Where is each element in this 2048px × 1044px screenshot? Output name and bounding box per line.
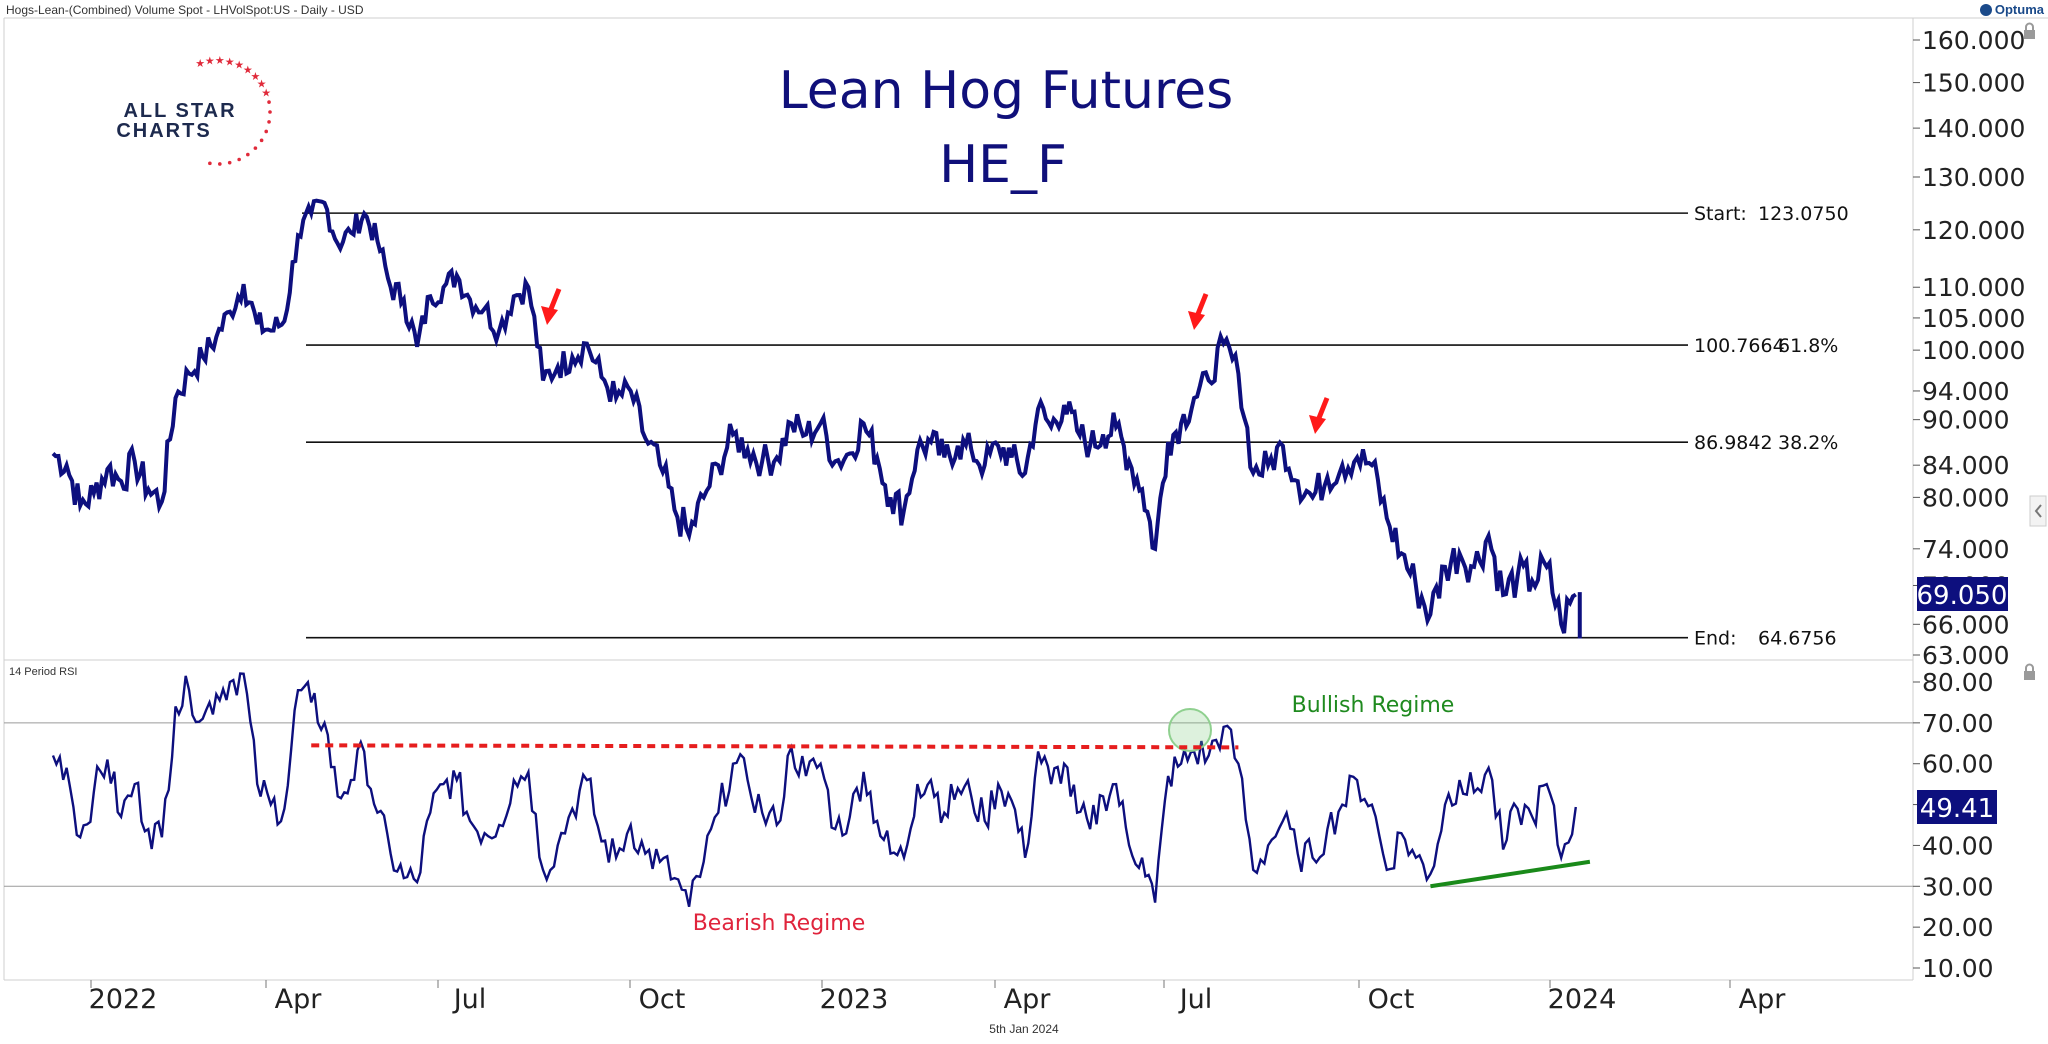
time-tick-label: Apr: [275, 984, 323, 1015]
rsi-resistance-line: [311, 743, 1239, 750]
logo-dot: [218, 162, 222, 166]
rsi-tick-label: 20.00: [1922, 913, 1994, 942]
price-tick-label: 94.000: [1922, 377, 2009, 406]
logo-star: ★: [234, 59, 244, 71]
price-tick-label: 66.000: [1922, 610, 2009, 639]
panel-frames: [3, 17, 2048, 981]
chart-title: Lean Hog Futures: [779, 61, 1234, 121]
fib-level-percent: 61.8%: [1778, 335, 1838, 357]
time-tick-label: 2023: [820, 984, 889, 1015]
logo-dot: [227, 160, 232, 165]
logo-line1: ALL STAR: [123, 100, 236, 122]
rsi-peak-highlight: [1168, 708, 1212, 752]
fib-level-value: 64.6756: [1758, 628, 1837, 650]
brand-logo-icon: [1979, 3, 1992, 16]
rsi-last-value-badge: 49.41: [1917, 790, 1997, 824]
price-tick-label: 140.000: [1922, 114, 2025, 143]
logo-stars-icon: ★ ★ ★ ★ ★★★★★: [195, 55, 272, 166]
logo-dot: [267, 100, 271, 104]
logo-star: ★: [250, 71, 260, 83]
logo-dot: [264, 129, 269, 134]
time-tick-label: Apr: [1739, 984, 1787, 1015]
price-tick-label: 74.000: [1922, 535, 2009, 564]
price-last-value-badge: 69.050: [1917, 577, 2008, 611]
price-tick-label: 150.000: [1922, 69, 2025, 98]
footer-date: 5th Jan 2024: [989, 1022, 1059, 1036]
logo-dot: [268, 110, 272, 114]
price-axis: 160.000 150.000 140.000 130.000 120.000 110.0…: [1913, 26, 2025, 670]
logo-star: ★: [257, 79, 267, 91]
price-tick-label: 100.000: [1922, 336, 2025, 365]
brand: Optuma: [1979, 2, 2044, 17]
price-line: [51, 198, 1577, 634]
logo-dot: [259, 138, 264, 143]
logo-dot: [267, 120, 271, 124]
collapse-panel-icon[interactable]: [2029, 495, 2047, 527]
logo-dot: [208, 161, 212, 166]
rsi-support-line: [1430, 859, 1591, 889]
fib-level-price: 86.9842: [1694, 432, 1773, 454]
time-tick-label: Oct: [639, 984, 686, 1015]
logo-star: ★: [195, 58, 205, 70]
logo-star: ★: [215, 55, 225, 67]
rsi-line: [51, 672, 1577, 907]
logo-star: ★: [205, 56, 215, 68]
rsi-tick-label: 40.00: [1922, 831, 1994, 860]
rsi-last-value: 49.41: [1920, 794, 1994, 824]
time-tick-label: Apr: [1004, 984, 1052, 1015]
sell-arrow-icon: [1309, 397, 1330, 434]
rsi-tick-label: 60.00: [1922, 750, 1994, 779]
price-tick-label: 90.000: [1922, 406, 2009, 435]
symbol-header: Hogs-Lean-(Combined) Volume Spot - LHVol…: [6, 3, 364, 17]
sell-arrow-icon: [1188, 293, 1209, 330]
price-tick-label: 80.000: [1922, 483, 2009, 512]
time-tick-label: Oct: [1368, 984, 1415, 1015]
price-series: [51, 198, 1582, 639]
rsi-tick-label: 70.00: [1922, 709, 1994, 738]
lock-icon[interactable]: [2024, 663, 2035, 681]
fib-level-value: 123.0750: [1758, 203, 1849, 225]
price-tick-label: 120.000: [1922, 216, 2025, 245]
bullish-regime-label: Bullish Regime: [1292, 693, 1455, 718]
price-last-value: 69.050: [1917, 581, 2008, 611]
bearish-regime-label: Bearish Regime: [693, 911, 866, 936]
logo-line2: CHARTS: [116, 120, 211, 142]
price-tick-label: 130.000: [1922, 163, 2025, 192]
rsi-tick-label: 80.00: [1922, 668, 1994, 697]
fib-level-price: 100.7664: [1694, 335, 1785, 357]
rsi-series: [51, 672, 1577, 907]
logo-star: ★: [225, 56, 235, 68]
time-tick-label: 2024: [1548, 984, 1617, 1015]
fib-level-percent: 38.2%: [1778, 432, 1838, 454]
time-axis: 2022 Apr Jul Oct 2023 Apr Jul Oct 2024 Apr: [89, 980, 1787, 1015]
logo-dot: [237, 157, 241, 162]
price-tick-label: 105.000: [1922, 304, 2025, 333]
time-tick-label: 2022: [89, 984, 158, 1015]
logo-dot: [253, 146, 258, 150]
rsi-tick-label: 30.00: [1922, 872, 1994, 901]
fib-level-price: End:: [1694, 628, 1737, 650]
price-tick-label: 160.000: [1922, 26, 2025, 55]
price-tick-label: 63.000: [1922, 641, 2009, 670]
logo-star: ★: [261, 88, 271, 100]
price-tick-label: 84.000: [1922, 451, 2009, 480]
time-tick-label: Jul: [452, 984, 487, 1015]
brand-label: Optuma: [1994, 2, 2044, 17]
fib-level-price: Start:: [1694, 203, 1747, 225]
time-tick-label: Jul: [1178, 984, 1213, 1015]
lock-icon[interactable]: [2024, 22, 2035, 40]
chart-subtitle: HE_F: [939, 135, 1067, 195]
rsi-panel-label: 14 Period RSI: [9, 666, 77, 678]
sell-arrow-icon: [541, 288, 562, 325]
logo-dot: [246, 152, 250, 157]
rsi-tick-label: 10.00: [1922, 954, 1994, 983]
logo-star: ★: [243, 64, 253, 76]
price-tick-label: 110.000: [1922, 273, 2025, 302]
all-star-charts-logo: ALL STAR CHARTS ★ ★ ★ ★ ★★★★★: [116, 55, 272, 166]
